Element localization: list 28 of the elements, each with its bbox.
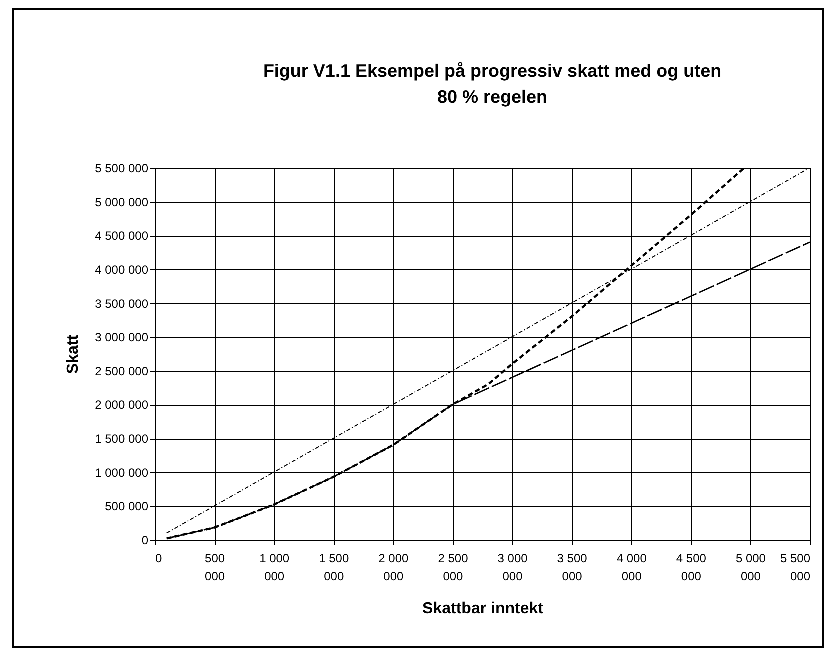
x-tick-label: 5 500 000 xyxy=(780,552,811,584)
y-tick-label: 4 000 000 xyxy=(95,262,149,277)
x-tick-label: 2 500 000 xyxy=(438,552,469,584)
y-tick-label: 1 500 000 xyxy=(95,432,149,446)
x-tick-label: 4 000 000 xyxy=(616,552,648,584)
x-tick-label: 1 000 000 xyxy=(260,552,290,584)
x-tick-label: 0 xyxy=(156,552,162,566)
y-tick-label: 0 xyxy=(142,534,149,548)
y-tick-label: 5 500 000 xyxy=(95,162,149,176)
x-tick-label: 500 000 xyxy=(205,552,226,584)
y-tick-label: 2 500 000 xyxy=(95,364,149,378)
x-tick-label: 2 000 000 xyxy=(378,552,410,584)
y-tick-label: 3 500 000 xyxy=(95,296,149,311)
x-tick-label: 1 500 000 xyxy=(319,552,350,584)
y-tick-label: 1 000 000 xyxy=(95,466,149,480)
y-tick-label: 2 000 000 xyxy=(95,398,149,412)
x-tick-label: 3 500 000 xyxy=(557,552,588,584)
y-axis-title: Skatt xyxy=(65,334,82,374)
y-tick-label: 5 000 000 xyxy=(95,195,149,210)
x-axis-title: Skattbar inntekt xyxy=(422,600,544,618)
y-tick-label: 4 500 000 xyxy=(95,229,149,244)
x-tick-label: 4 500 000 xyxy=(676,552,707,584)
y-tick-label: 500 000 xyxy=(105,500,149,514)
x-tick-label: 3 000 000 xyxy=(498,552,528,584)
text: 80 % regelen xyxy=(437,87,548,107)
text: Figur V1.1 Eksempel på progressiv skatt med og uten xyxy=(263,61,722,81)
x-tick-label: 5 000 000 xyxy=(736,552,766,584)
y-tick-label: 3 000 000 xyxy=(95,330,149,345)
